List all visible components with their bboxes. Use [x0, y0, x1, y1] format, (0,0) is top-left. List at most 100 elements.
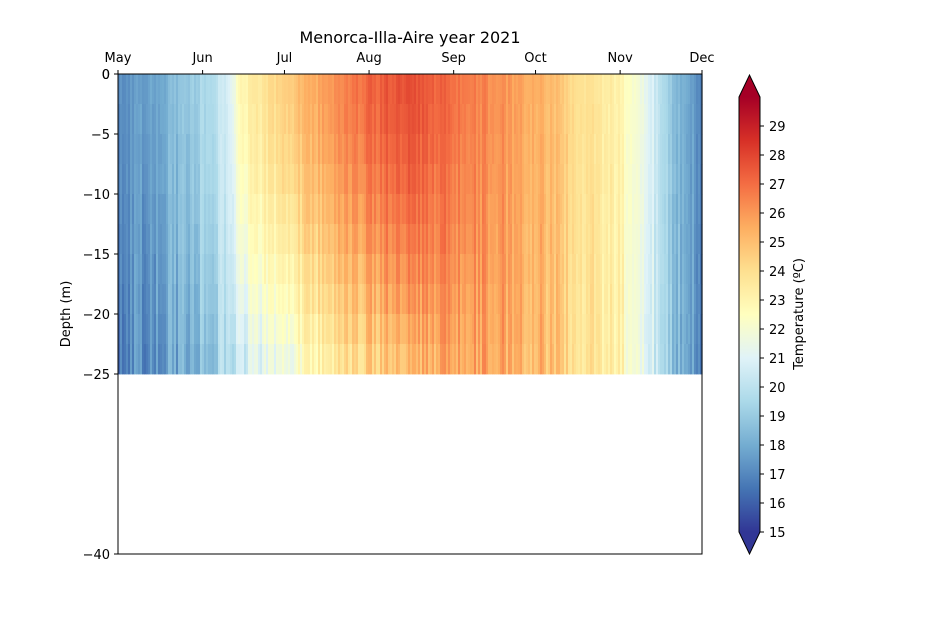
y-tick-label: −15 — [83, 248, 110, 263]
heatmap-cell — [340, 194, 343, 225]
heatmap-cell — [164, 164, 167, 195]
heatmap-cell — [638, 104, 641, 135]
heatmap-cell — [176, 134, 179, 165]
heatmap-cell — [416, 344, 419, 375]
heatmap-cell — [530, 164, 533, 195]
heatmap-cell — [148, 344, 151, 375]
heatmap-cell — [386, 164, 389, 195]
heatmap-cell — [546, 134, 549, 165]
heatmap-cell — [172, 104, 175, 135]
heatmap-cell — [554, 314, 557, 345]
heatmap-cell — [130, 224, 133, 255]
heatmap-cell — [458, 164, 461, 195]
heatmap-cell — [202, 314, 205, 345]
heatmap-cell — [652, 314, 655, 345]
heatmap-cell — [182, 344, 185, 375]
heatmap-cell — [498, 344, 501, 375]
heatmap-cell — [328, 164, 331, 195]
heatmap-cell — [400, 224, 403, 255]
heatmap-cell — [636, 134, 639, 165]
y-tick-label: −25 — [83, 368, 110, 383]
heatmap-cell — [602, 344, 605, 375]
heatmap-cell — [570, 344, 573, 375]
heatmap-cell — [622, 344, 625, 375]
heatmap-cell — [420, 254, 423, 285]
heatmap-cell — [400, 74, 403, 105]
heatmap-cell — [166, 224, 169, 255]
heatmap-cell — [608, 164, 611, 195]
heatmap-cell — [540, 164, 543, 195]
heatmap-cell — [268, 164, 271, 195]
heatmap-cell — [220, 224, 223, 255]
heatmap-cell — [650, 284, 653, 315]
heatmap-cell — [162, 194, 165, 225]
heatmap-cell — [206, 134, 209, 165]
heatmap-cell — [168, 314, 171, 345]
heatmap-cell — [126, 164, 129, 195]
heatmap-cell — [430, 164, 433, 195]
heatmap-cell — [404, 194, 407, 225]
heatmap-cell — [118, 254, 121, 285]
heatmap-cell — [646, 224, 649, 255]
heatmap-cell — [692, 104, 695, 135]
heatmap-cell — [498, 314, 501, 345]
heatmap-cell — [310, 284, 313, 315]
heatmap-cell — [650, 254, 653, 285]
heatmap-cell — [480, 254, 483, 285]
heatmap-cell — [310, 134, 313, 165]
heatmap-cell — [508, 134, 511, 165]
heatmap-cell — [698, 344, 701, 375]
heatmap-cell — [432, 254, 435, 285]
heatmap-cell — [284, 224, 287, 255]
heatmap-cell — [446, 314, 449, 345]
heatmap-cell — [416, 284, 419, 315]
heatmap-cell — [348, 344, 351, 375]
heatmap-cell — [602, 314, 605, 345]
heatmap-cell — [452, 344, 455, 375]
heatmap-cell — [696, 344, 699, 375]
heatmap-cell — [286, 194, 289, 225]
heatmap-cell — [644, 344, 647, 375]
heatmap-cell — [382, 194, 385, 225]
heatmap-cell — [200, 104, 203, 135]
heatmap-cell — [512, 314, 515, 345]
heatmap-cell — [198, 164, 201, 195]
heatmap-cell — [508, 74, 511, 105]
heatmap-cell — [304, 104, 307, 135]
heatmap-cell — [282, 74, 285, 105]
heatmap-cell — [624, 104, 627, 135]
heatmap-cell — [408, 134, 411, 165]
heatmap-cell — [248, 164, 251, 195]
heatmap-cell — [276, 194, 279, 225]
heatmap-cell — [284, 194, 287, 225]
heatmap-cell — [618, 164, 621, 195]
heatmap-cell — [668, 224, 671, 255]
heatmap-cell — [302, 224, 305, 255]
heatmap-cell — [394, 164, 397, 195]
heatmap-cell — [208, 314, 211, 345]
heatmap-cell — [304, 314, 307, 345]
heatmap-cell — [688, 344, 691, 375]
heatmap-cell — [562, 164, 565, 195]
heatmap-cell — [628, 284, 631, 315]
heatmap-cell — [668, 254, 671, 285]
heatmap-cell — [190, 104, 193, 135]
heatmap-cell — [122, 194, 125, 225]
heatmap-cell — [602, 164, 605, 195]
heatmap-cell — [130, 74, 133, 105]
heatmap-cell — [458, 254, 461, 285]
heatmap-cell — [560, 224, 563, 255]
heatmap-cell — [128, 284, 131, 315]
heatmap-cell — [282, 194, 285, 225]
heatmap-cell — [594, 104, 597, 135]
heatmap-cell — [144, 254, 147, 285]
heatmap-cell — [372, 194, 375, 225]
heatmap-cell — [464, 254, 467, 285]
heatmap-cell — [340, 224, 343, 255]
heatmap-cell — [514, 164, 517, 195]
heatmap-cell — [266, 344, 269, 375]
heatmap-cell — [692, 134, 695, 165]
colorbar-tick-label: 28 — [769, 149, 786, 164]
heatmap-cell — [604, 284, 607, 315]
heatmap-cell — [552, 254, 555, 285]
